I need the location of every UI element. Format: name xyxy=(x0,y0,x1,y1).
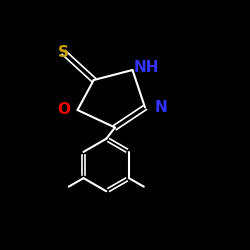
Text: NH: NH xyxy=(134,60,159,75)
Text: N: N xyxy=(155,100,168,115)
Text: S: S xyxy=(58,45,69,60)
Text: O: O xyxy=(57,102,70,118)
